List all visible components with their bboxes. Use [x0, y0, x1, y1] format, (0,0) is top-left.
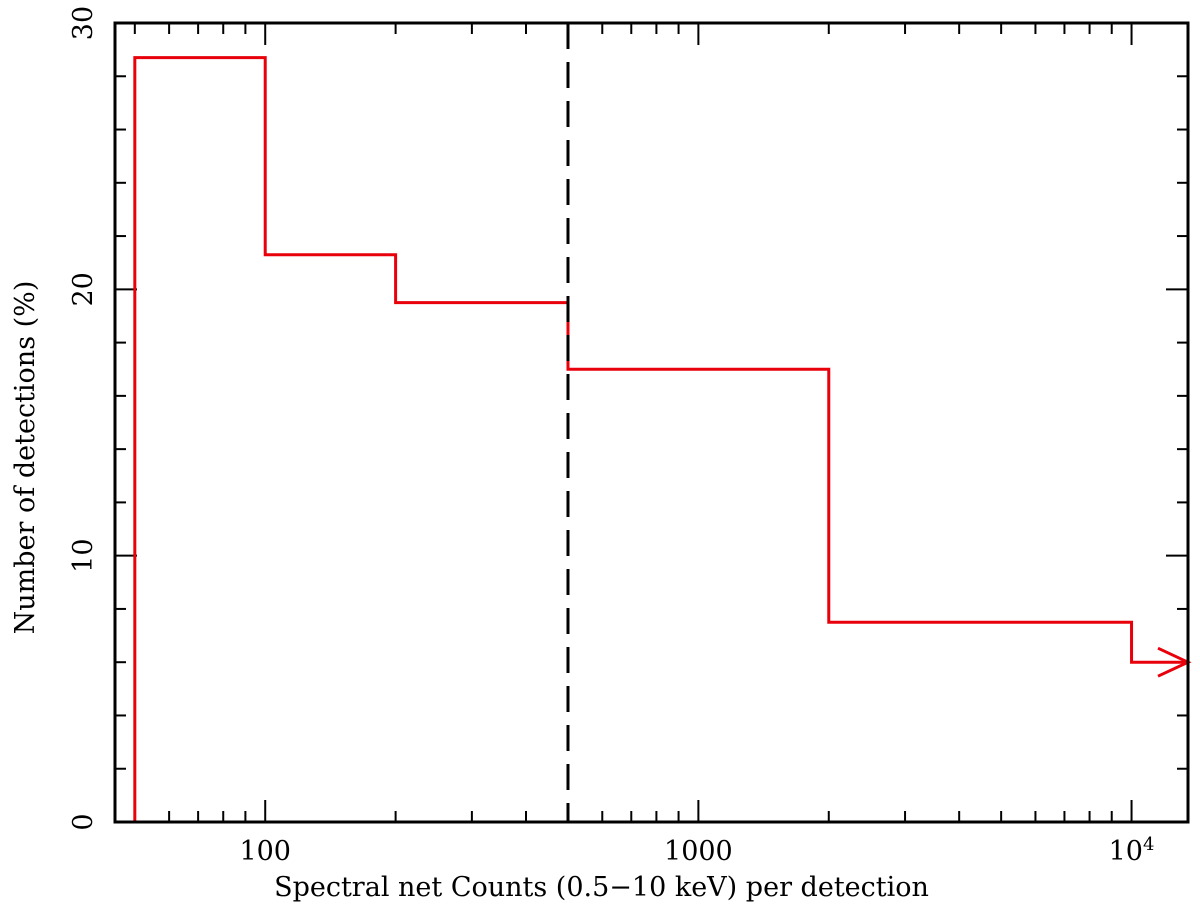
ticks-layer: [115, 22, 1188, 823]
histogram-step-line: [133, 56, 1188, 822]
y-axis-label: Number of detections (%): [10, 281, 41, 635]
plot-frame: [113, 21, 1190, 824]
x-tick-label-exponent: 4: [1143, 834, 1154, 855]
x-tick-label: 104: [1109, 834, 1155, 867]
y-tick-label: 20: [68, 272, 99, 306]
y-tick-label: 10: [68, 538, 99, 572]
y-tick-label: 0: [68, 813, 99, 830]
y-tick-label: 30: [68, 6, 99, 40]
x-tick-label: 100: [239, 836, 291, 867]
x-axis-label: Spectral net Counts (0.5−10 keV) per det…: [274, 872, 929, 903]
tick-labels-layer: 100 1000 104 0 10 20 30: [68, 6, 1154, 867]
x-tick-label: 1000: [664, 836, 733, 867]
series-layer: [133, 56, 1192, 822]
